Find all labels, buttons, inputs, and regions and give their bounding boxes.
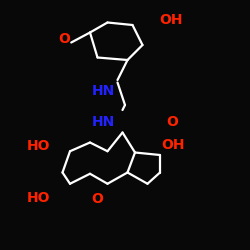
Text: HN: HN <box>92 84 116 98</box>
Text: O: O <box>92 192 104 206</box>
Text: OH: OH <box>160 13 183 27</box>
Text: OH: OH <box>161 138 184 152</box>
Text: HO: HO <box>27 139 50 153</box>
Text: HN: HN <box>92 116 116 130</box>
Text: O: O <box>166 116 178 130</box>
Text: HO: HO <box>27 190 50 204</box>
Text: O: O <box>58 32 70 46</box>
